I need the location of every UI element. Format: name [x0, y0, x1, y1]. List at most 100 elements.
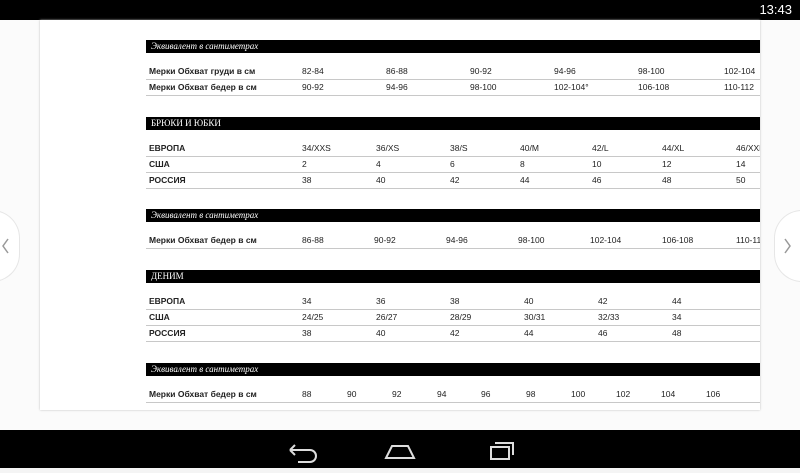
- table-row: ЕВРОПА 34 36 38 40 42 44: [146, 294, 760, 310]
- size-cell: 6: [450, 159, 455, 169]
- size-cell: 38/S: [450, 143, 468, 153]
- size-cell: 42/L: [592, 143, 609, 153]
- size-cell: 10: [592, 159, 602, 169]
- size-cell: 90-92: [302, 82, 324, 92]
- size-chart-modal: Эквивалент в сантиметрах Мерки Обхват гру…: [40, 20, 760, 410]
- row-label: Мерки Обхват бедер в см: [149, 235, 257, 245]
- size-cell: 98-100: [638, 66, 665, 76]
- size-cell: 32/33: [598, 312, 620, 322]
- size-cell: 100: [571, 389, 586, 399]
- size-cell: 104: [661, 389, 676, 399]
- size-cell: 82-84: [302, 66, 324, 76]
- section-header: Эквивалент в сантиметрах: [146, 363, 760, 376]
- table-row: США 2 4 6 8 10 12 14: [146, 157, 760, 173]
- table-row: Мерки Обхват бедер в см 86-88 90-92 94-96 98…: [146, 233, 760, 249]
- section-header: ДЕНИМ: [146, 270, 760, 283]
- size-cell: 98-100: [518, 235, 545, 245]
- size-cell: 110-112: [724, 82, 754, 92]
- size-cell: 14: [736, 159, 746, 169]
- row-label: США: [149, 159, 170, 169]
- size-cell: 46: [592, 175, 602, 185]
- size-cell: 36: [376, 296, 386, 306]
- size-cell: 38: [302, 175, 312, 185]
- row-label: РОССИЯ: [149, 328, 186, 338]
- size-cell: 86-88: [386, 66, 408, 76]
- size-cell: 40: [376, 175, 386, 185]
- row-label: Мерки Обхват бедер в см: [149, 82, 257, 92]
- table-row: РОССИЯ 38 40 42 44 46 48: [146, 326, 760, 342]
- size-cell: 102-104°: [554, 82, 589, 92]
- size-cell: 44: [520, 175, 530, 185]
- size-cell: 42: [450, 328, 460, 338]
- size-cell: 110-112: [736, 235, 760, 245]
- size-cell: 34/XXS: [302, 143, 331, 153]
- size-cell: 26/27: [376, 312, 398, 322]
- size-cell: 38: [302, 328, 312, 338]
- size-cell: 40/M: [520, 143, 539, 153]
- size-cell: 98-100: [470, 82, 497, 92]
- size-cell: 90-92: [470, 66, 492, 76]
- clock: 13:43: [759, 2, 792, 17]
- size-cell: 106-108: [638, 82, 670, 92]
- size-cell: 12: [662, 159, 672, 169]
- row-label: Мерки Обхват бедер в см: [149, 389, 257, 399]
- size-cell: 94-96: [446, 235, 468, 245]
- size-cell: 40: [524, 296, 534, 306]
- size-cell: 92: [392, 389, 402, 399]
- recent-button[interactable]: [490, 442, 514, 460]
- size-cell: 96: [481, 389, 491, 399]
- size-cell: 24/25: [302, 312, 324, 322]
- size-cell: 48: [662, 175, 672, 185]
- size-cell: 86-88: [302, 235, 324, 245]
- row-label: РОССИЯ: [149, 175, 186, 185]
- size-cell: 48: [672, 328, 682, 338]
- size-cell: 94: [437, 389, 447, 399]
- size-cell: 46/XXL: [736, 143, 760, 153]
- status-bar: 13:43: [0, 0, 800, 20]
- back-button[interactable]: [289, 444, 317, 463]
- row-label: ЕВРОПА: [149, 296, 186, 306]
- table-row: ЕВРОПА 34/XXS 36/XS 38/S 40/M 42/L 44/XL 46/XXL: [146, 141, 760, 157]
- next-arrow[interactable]: [774, 210, 800, 282]
- size-cell: 88: [302, 389, 312, 399]
- home-button[interactable]: [384, 445, 416, 459]
- row-label: Мерки Обхват груди в см: [149, 66, 256, 76]
- size-cell: 30/31: [524, 312, 546, 322]
- size-cell: 28/29: [450, 312, 472, 322]
- size-cell: 44: [524, 328, 534, 338]
- size-cell: 94-96: [386, 82, 408, 92]
- section-header: Эквивалент в сантиметрах: [146, 40, 760, 53]
- size-cell: 102-104: [590, 235, 622, 245]
- size-cell: 90: [347, 389, 357, 399]
- size-cell: 34: [302, 296, 312, 306]
- table-row: Мерки Обхват бедер в см 90-92 94-96 98-100 1…: [146, 80, 760, 96]
- size-cell: 40: [376, 328, 386, 338]
- size-cell: 90-92: [374, 235, 396, 245]
- size-cell: 106: [706, 389, 721, 399]
- nav-icons: [289, 442, 514, 463]
- size-cell: 8: [520, 159, 525, 169]
- size-cell: 50: [736, 175, 746, 185]
- size-cell: 44/XL: [662, 143, 685, 153]
- size-cell: 42: [450, 175, 460, 185]
- table-row: Мерки Обхват груди в см 82-84 86-88 90-92 94…: [146, 64, 760, 80]
- size-cell: 2: [302, 159, 307, 169]
- size-cell: 36/XS: [376, 143, 400, 153]
- table-row: РОССИЯ 38 40 42 44 46 48 50: [146, 173, 760, 189]
- size-cell: 44: [672, 296, 682, 306]
- next-icon: [784, 238, 791, 254]
- nav-bar: [0, 430, 800, 468]
- size-cell: 106-108: [662, 235, 694, 245]
- prev-arrow[interactable]: [0, 210, 20, 282]
- table-row: Мерки Обхват бедер в см 88 90 92 94 96 98 100 10…: [146, 387, 760, 403]
- size-cell: 4: [376, 159, 381, 169]
- row-label: США: [149, 312, 170, 322]
- size-cell: 42: [598, 296, 608, 306]
- table-row: США 24/25 26/27 28/29 30/31 32/33 34: [146, 310, 760, 326]
- row-label: ЕВРОПА: [149, 143, 186, 153]
- section-header: БРЮКИ И ЮБКИ: [146, 117, 760, 130]
- size-cell: 46: [598, 328, 608, 338]
- size-cell: 38: [450, 296, 460, 306]
- size-cell: 98: [526, 389, 536, 399]
